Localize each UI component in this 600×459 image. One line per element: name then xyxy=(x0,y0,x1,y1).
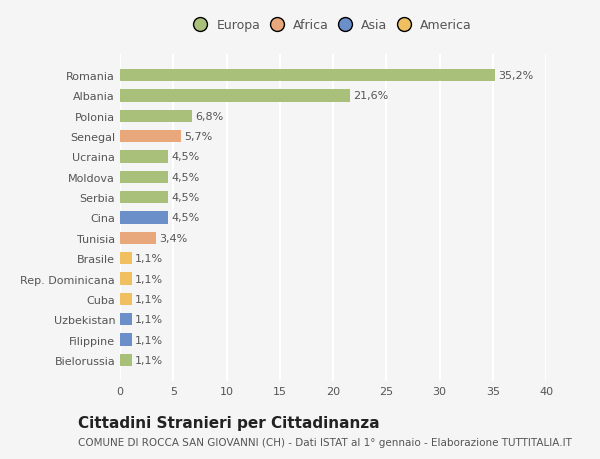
Bar xyxy=(120,111,193,123)
Text: Cittadini Stranieri per Cittadinanza: Cittadini Stranieri per Cittadinanza xyxy=(78,415,380,431)
Text: 4,5%: 4,5% xyxy=(171,173,199,182)
Text: 21,6%: 21,6% xyxy=(353,91,388,101)
Text: 1,1%: 1,1% xyxy=(135,335,163,345)
Text: 4,5%: 4,5% xyxy=(171,213,199,223)
Text: 4,5%: 4,5% xyxy=(171,193,199,203)
Bar xyxy=(120,232,156,244)
Bar xyxy=(120,131,181,143)
Text: 35,2%: 35,2% xyxy=(498,71,533,81)
Text: 1,1%: 1,1% xyxy=(135,254,163,263)
Bar xyxy=(120,70,495,82)
Bar xyxy=(120,192,168,204)
Text: 1,1%: 1,1% xyxy=(135,274,163,284)
Text: 1,1%: 1,1% xyxy=(135,355,163,365)
Text: 1,1%: 1,1% xyxy=(135,314,163,325)
Bar xyxy=(120,293,132,305)
Text: 1,1%: 1,1% xyxy=(135,294,163,304)
Bar xyxy=(120,151,168,163)
Bar xyxy=(120,313,132,325)
Text: 6,8%: 6,8% xyxy=(196,112,224,122)
Text: 3,4%: 3,4% xyxy=(160,233,188,243)
Text: 4,5%: 4,5% xyxy=(171,152,199,162)
Text: COMUNE DI ROCCA SAN GIOVANNI (CH) - Dati ISTAT al 1° gennaio - Elaborazione TUTT: COMUNE DI ROCCA SAN GIOVANNI (CH) - Dati… xyxy=(78,437,572,447)
Bar xyxy=(120,212,168,224)
Bar xyxy=(120,252,132,265)
Legend: Europa, Africa, Asia, America: Europa, Africa, Asia, America xyxy=(190,16,476,36)
Text: 5,7%: 5,7% xyxy=(184,132,212,142)
Bar xyxy=(120,171,168,184)
Bar xyxy=(120,354,132,366)
Bar xyxy=(120,334,132,346)
Bar xyxy=(120,90,350,102)
Bar xyxy=(120,273,132,285)
